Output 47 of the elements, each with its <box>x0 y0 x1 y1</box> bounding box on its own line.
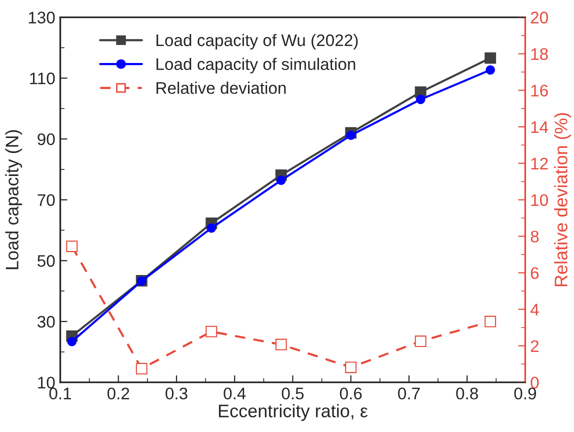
y2-tick-label: 6 <box>530 267 539 280</box>
y2-tick-label: 16 <box>531 84 548 96</box>
y-tick-label: 110 <box>30 72 55 84</box>
y-tick-label: 130 <box>28 12 55 24</box>
y2-tick-label: 12 <box>531 158 548 170</box>
x-tick-label: 0.5 <box>282 388 304 400</box>
x-tick-label: 0.2 <box>107 388 130 400</box>
point <box>206 326 218 338</box>
y2-tick-label: 8 <box>530 230 539 243</box>
x-tick-label: 0.1 <box>49 388 72 400</box>
point <box>416 94 426 104</box>
legend-label: Relative deviation <box>156 82 286 94</box>
point <box>136 362 148 374</box>
point <box>484 316 496 328</box>
y2-tick-label: 4 <box>530 304 539 316</box>
point <box>484 52 496 64</box>
y-axis-title: Load capacity (N) <box>5 130 22 270</box>
y-tick-label: 50 <box>38 255 55 267</box>
y2-tick-label: 10 <box>531 194 548 206</box>
y2-tick-label: 2 <box>530 340 539 352</box>
y2-tick-label: 0 <box>530 376 539 389</box>
x-tick-label: 0.8 <box>456 388 478 400</box>
y2-tick-label: 20 <box>530 12 548 24</box>
point <box>345 362 357 374</box>
y-tick-label: 30 <box>38 316 55 328</box>
legend-label: Load capacity of simulation <box>156 58 356 74</box>
legend-label: Load capacity of Wu (2022) <box>156 34 358 50</box>
y-tick-label: 10 <box>38 376 55 389</box>
x-tick-label: 0.6 <box>340 388 362 400</box>
x-tick-label: 0.7 <box>398 388 420 400</box>
y2-tick-label: 14 <box>531 121 548 133</box>
point <box>276 176 286 186</box>
y-tick-label: 70 <box>38 194 55 206</box>
point <box>67 336 77 346</box>
point <box>346 130 356 140</box>
y2-axis-title: Relative deviation (%) <box>554 113 571 286</box>
x-tick-label: 0.4 <box>224 388 246 400</box>
y-tick-label: 90 <box>38 133 55 146</box>
point <box>275 338 287 350</box>
x-tick-label: 0.3 <box>166 388 188 400</box>
y2-tick-label: 18 <box>531 48 548 60</box>
x-tick-label: 0.9 <box>514 388 536 400</box>
point <box>66 240 78 252</box>
point <box>206 223 216 233</box>
point <box>414 336 426 347</box>
x-axis-title: Eccentricity ratio, ε <box>218 404 368 421</box>
point <box>486 65 496 75</box>
